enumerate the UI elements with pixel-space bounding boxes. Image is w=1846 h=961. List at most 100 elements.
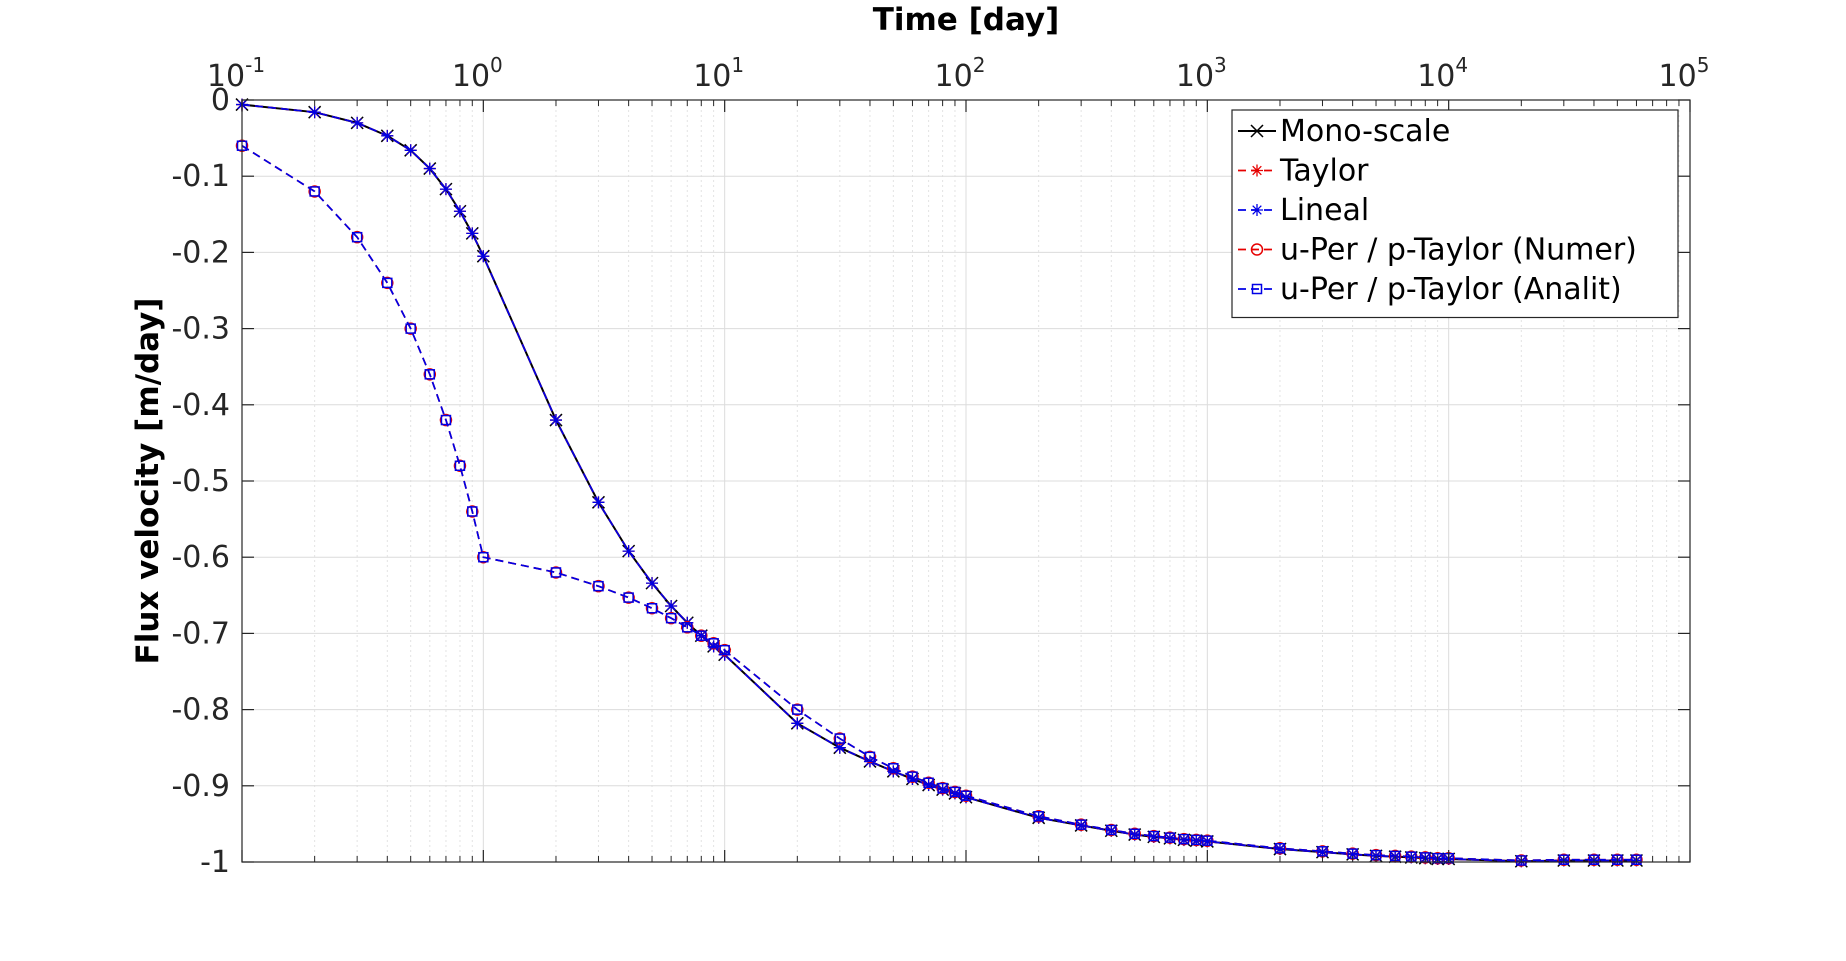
data-point — [888, 763, 899, 774]
data-point — [1191, 834, 1202, 846]
data-point — [791, 717, 804, 730]
legend-entry: u-Per / p-Taylor (Numer) — [1238, 233, 1637, 268]
y-tick-label: -0.3 — [171, 312, 230, 347]
data-point — [453, 205, 466, 218]
x-tick-label: 101 — [693, 53, 744, 94]
data-point — [404, 322, 417, 335]
y-tick-label: -0.1 — [171, 159, 230, 194]
data-point — [308, 106, 321, 119]
data-point — [646, 577, 659, 590]
data-point — [1164, 832, 1176, 843]
data-point — [1074, 818, 1088, 831]
data-point — [960, 791, 972, 804]
data-point — [381, 129, 394, 142]
data-point — [682, 622, 693, 633]
data-point — [1201, 835, 1214, 848]
data-point — [708, 638, 719, 649]
data-point — [405, 323, 416, 334]
legend-label: Mono-scale — [1280, 114, 1450, 149]
data-point — [592, 579, 605, 593]
y-tick-label: -0.8 — [171, 693, 230, 728]
data-point — [423, 368, 437, 381]
data-point — [695, 629, 708, 642]
data-point — [1032, 811, 1045, 824]
data-point — [1631, 854, 1642, 865]
data-point — [404, 144, 417, 157]
data-point — [1274, 843, 1286, 854]
data-point — [948, 787, 961, 800]
data-point — [622, 591, 635, 604]
series-line — [241, 103, 1637, 863]
data-point — [1032, 810, 1045, 823]
y-tick-label: -0.7 — [171, 616, 230, 651]
data-point — [1128, 827, 1141, 841]
data-point — [948, 785, 962, 799]
data-point — [1516, 855, 1527, 866]
data-point — [681, 621, 694, 634]
data-point — [350, 230, 364, 244]
series-line — [241, 145, 1637, 862]
y-tick-label: -0.2 — [171, 235, 230, 270]
legend-box — [1231, 109, 1679, 319]
x-tick-label: 10-1 — [207, 53, 265, 94]
legend-entry: u-Per / p-Taylor (Analit) — [1238, 272, 1622, 307]
data-point — [664, 611, 678, 625]
y-tick-labels: 0 -0.1 -0.2 -0.3 -0.4 -0.5 -0.6 -0.7 -0.8 -0.9 -1 — [171, 83, 230, 880]
data-point — [1316, 846, 1329, 859]
data-point — [1317, 846, 1328, 857]
legend: Mono-scale Taylor Lineal u-Per / p-Taylor (… — [1231, 109, 1679, 319]
data-point — [936, 783, 949, 796]
data-point — [719, 644, 730, 656]
data-point — [695, 629, 708, 642]
data-point — [622, 545, 635, 558]
data-point — [1612, 854, 1623, 865]
data-point — [922, 779, 935, 792]
data-point — [440, 414, 452, 426]
x-tick-label: 102 — [935, 53, 986, 94]
data-point — [623, 592, 634, 603]
data-point — [923, 777, 934, 789]
data-point — [863, 750, 877, 764]
data-point — [308, 185, 321, 198]
data-point — [665, 612, 677, 624]
data-point — [423, 162, 436, 175]
y-tick-label: -1 — [200, 845, 230, 880]
data-point — [887, 762, 900, 775]
legend-marker — [1251, 164, 1263, 177]
legend-marker — [1251, 283, 1263, 295]
data-point — [959, 789, 973, 802]
x-tick-label: 104 — [1417, 53, 1468, 94]
data-point — [960, 790, 972, 801]
data-point — [550, 567, 562, 578]
legend-label: u-Per / p-Taylor (Numer) — [1280, 233, 1637, 268]
legend-marker — [1250, 124, 1264, 138]
data-point — [792, 704, 803, 715]
data-point — [1075, 819, 1087, 830]
data-point — [1557, 853, 1571, 866]
data-point — [439, 413, 453, 427]
data-point — [592, 496, 605, 509]
data-point — [1178, 833, 1190, 845]
data-point — [718, 643, 731, 657]
legend-marker — [1250, 243, 1264, 256]
axis-ticks — [241, 99, 1691, 863]
data-point — [949, 786, 961, 798]
data-point — [1129, 828, 1140, 840]
legend-marker — [1251, 204, 1263, 216]
y-tick-label: -0.6 — [171, 540, 230, 575]
data-point — [351, 116, 364, 129]
data-point — [477, 550, 490, 564]
data-point — [1106, 824, 1117, 836]
data-point — [1432, 852, 1443, 864]
data-point — [834, 733, 846, 744]
x-tick-labels: 10-1 100 101 102 103 104 105 — [207, 53, 1710, 94]
x-tick-label: 105 — [1659, 53, 1710, 94]
data-point — [382, 277, 393, 289]
data-point — [439, 183, 452, 196]
data-point — [1370, 849, 1383, 862]
y-tick-label: -0.4 — [171, 388, 230, 423]
data-point — [707, 637, 720, 650]
data-point — [833, 732, 847, 745]
legend-label: u-Per / p-Taylor (Analit) — [1280, 272, 1622, 307]
